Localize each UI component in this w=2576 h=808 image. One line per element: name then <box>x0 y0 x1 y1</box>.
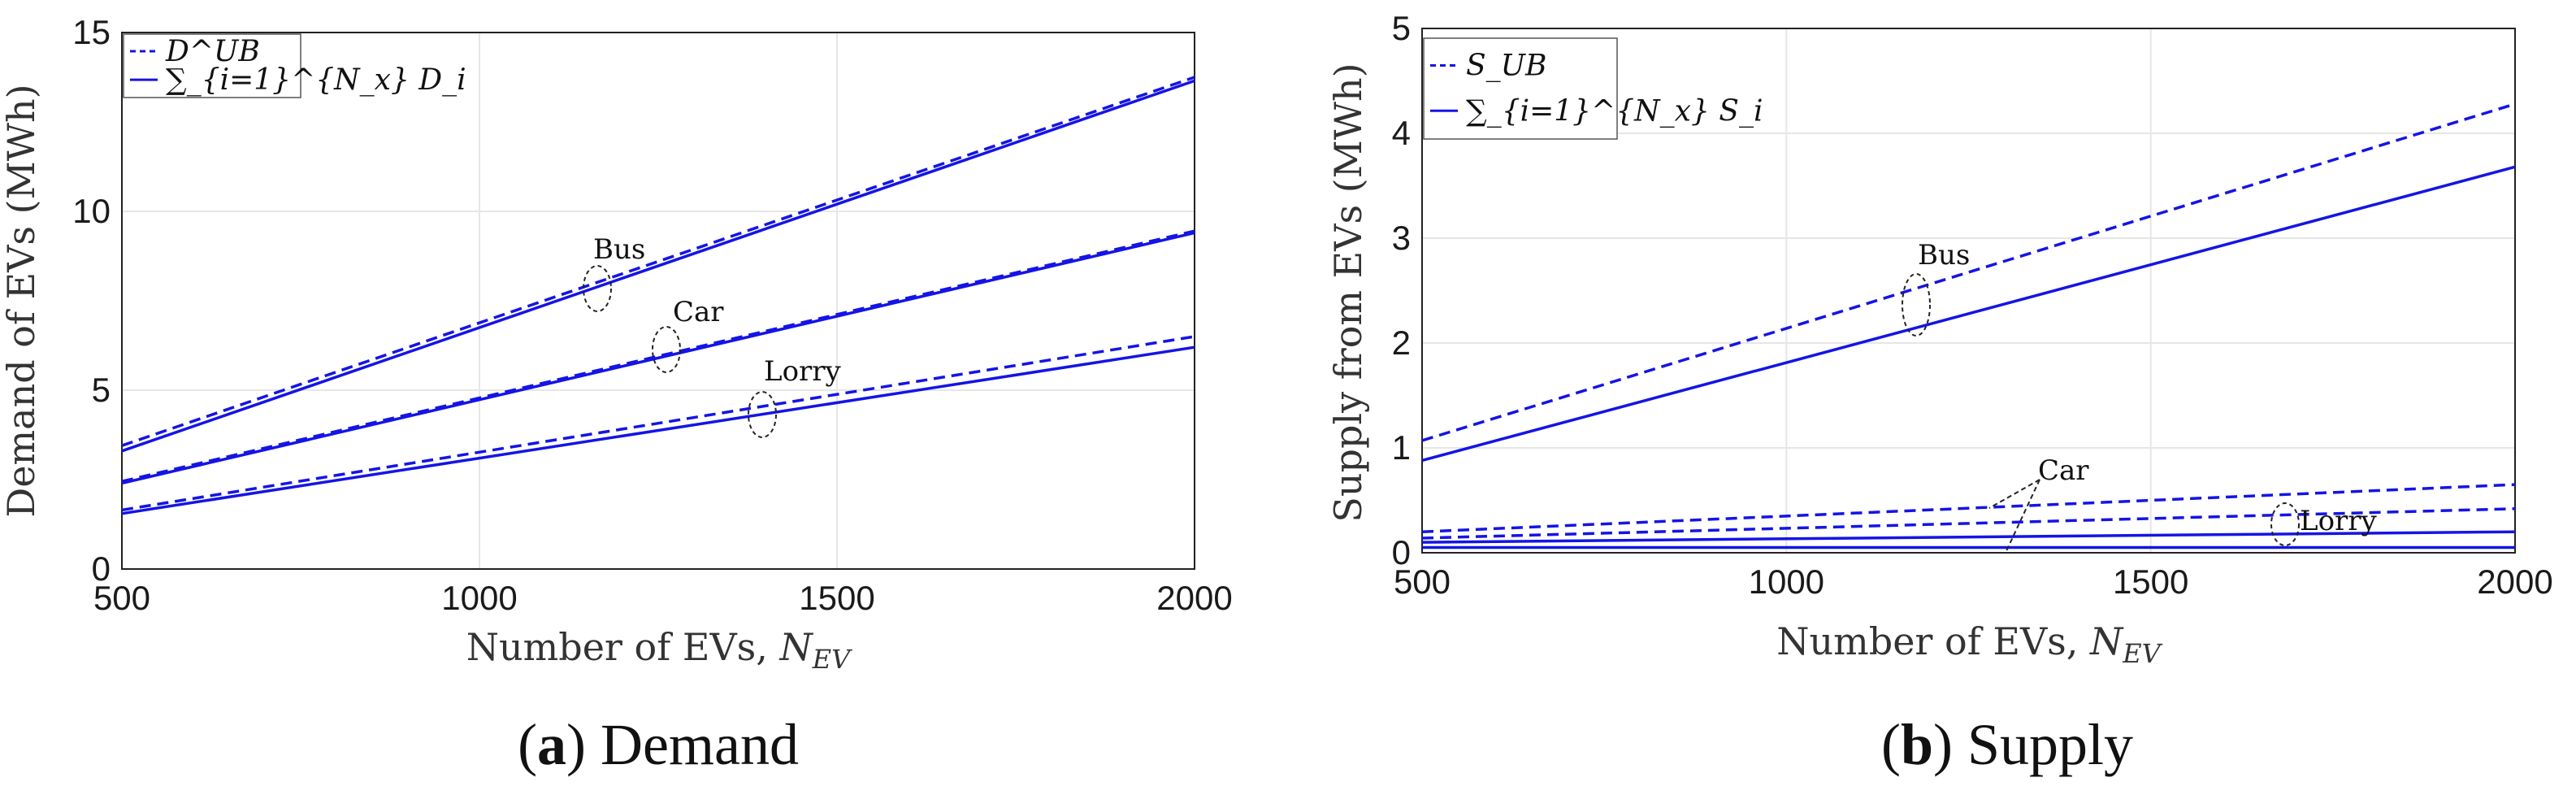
legend: D^UB∑_{i=1}^{N_x} D_i <box>123 33 466 98</box>
x-tick-label: 2000 <box>2477 563 2552 601</box>
x-axis-title-subscript: EV <box>2122 638 2162 669</box>
x-tick-label: 1500 <box>799 579 874 617</box>
annotation-pointer <box>1988 479 2040 509</box>
x-tick-label: 1000 <box>1749 563 1824 601</box>
y-tick-label: 0 <box>1392 533 1411 571</box>
legend-box <box>123 33 301 98</box>
caption-text: ) Supply <box>1933 712 2133 777</box>
x-axis-title-subscript: EV <box>812 644 852 675</box>
y-tick-label: 3 <box>1392 219 1411 257</box>
annotation-label-car: Car <box>673 296 724 328</box>
x-axis-title: Number of EVs, NEV <box>466 625 852 675</box>
series-line-bus-dashed <box>121 76 1195 447</box>
annotation-label-lorry: Lorry <box>764 355 842 388</box>
x-axis-title-text: Number of EVs, <box>1776 619 2090 663</box>
panel-b-supply-chart: 500 1000 1500 2000 0 1 2 3 4 5 Bus Car Lorry Supply f… <box>1326 9 2553 777</box>
annotation-ellipse <box>652 326 681 373</box>
annotation-label-bus: Bus <box>593 233 645 266</box>
legend-box <box>1423 37 1618 140</box>
annotation-ellipse <box>1902 273 1931 337</box>
plot-frame <box>1421 28 2516 554</box>
y-tick-label: 5 <box>1392 9 1411 47</box>
y-tick-label: 10 <box>72 192 111 230</box>
legend: S_UB ∑_{i=1}^{N_x} S_i <box>1423 37 1763 140</box>
y-tick-label: 5 <box>92 371 111 409</box>
series-lines <box>1421 102 2516 550</box>
caption-paren: ( <box>1881 712 1901 777</box>
panel-caption: (b) Supply <box>1881 712 2133 777</box>
y-tick-label: 0 <box>92 550 111 588</box>
y-axis-title: Demand of EVs (MWh) <box>0 84 43 517</box>
x-axis-title-symbol: N <box>779 625 814 669</box>
annotation-ellipse <box>2270 502 2300 546</box>
x-tick-label: 500 <box>93 579 150 617</box>
x-tick-label: 2000 <box>1156 579 1232 617</box>
caption-text: ) Demand <box>566 712 799 777</box>
y-axis-title: Supply from EVs (MWh) <box>1326 63 1370 522</box>
plot-frame <box>121 32 1195 570</box>
caption-letter: b <box>1901 712 1933 777</box>
legend-label: D^UB <box>165 35 260 68</box>
series-line-bus-solid <box>121 79 1195 453</box>
series-line-lorry-dashed <box>1421 507 2516 540</box>
panel-caption: (a) Demand <box>518 712 799 777</box>
annotation-label-lorry: Lorry <box>2300 505 2378 537</box>
series-line-lorry-solid <box>121 345 1195 515</box>
annotation-label-bus: Bus <box>1918 239 1970 272</box>
series-line-lorry-solid <box>1421 530 2516 544</box>
y-tick-label: 1 <box>1392 428 1411 467</box>
series-line-car-solid <box>121 231 1195 485</box>
series-line-bus-solid <box>1421 165 2516 463</box>
annotation-label-car: Car <box>2038 454 2089 487</box>
x-axis-title: Number of EVs, NEV <box>1776 619 2162 669</box>
x-tick-label: 1500 <box>2113 563 2188 601</box>
legend-label: S_UB <box>1466 49 1546 82</box>
y-tick-label: 4 <box>1392 114 1411 152</box>
series-line-car-dashed <box>1421 483 2516 533</box>
annotation-ellipse <box>583 265 612 312</box>
x-tick-label: 500 <box>1394 563 1451 601</box>
series-lines <box>121 76 1195 515</box>
series-line-lorry-dashed <box>121 335 1195 512</box>
annotation-pointer <box>2005 479 2040 554</box>
y-tick-label: 2 <box>1392 324 1411 362</box>
x-axis-title-symbol: N <box>2089 619 2124 663</box>
panel-a-demand-chart: 500 1000 1500 2000 0 5 10 15 Bus Car Lorry Demand o… <box>0 13 1233 777</box>
series-line-bus-dashed <box>1421 102 2516 442</box>
annotation-ellipse <box>748 391 777 438</box>
caption-letter: a <box>537 712 566 777</box>
series-line-car-dashed <box>121 229 1195 483</box>
legend-label: ∑_{i=1}^{N_x} D_i <box>166 63 466 97</box>
legend-label: ∑_{i=1}^{N_x} S_i <box>1466 94 1763 128</box>
x-tick-label: 1000 <box>441 579 517 617</box>
caption-paren: ( <box>518 712 537 777</box>
x-axis-title-text: Number of EVs, <box>466 625 780 669</box>
y-tick-label: 15 <box>72 13 111 51</box>
